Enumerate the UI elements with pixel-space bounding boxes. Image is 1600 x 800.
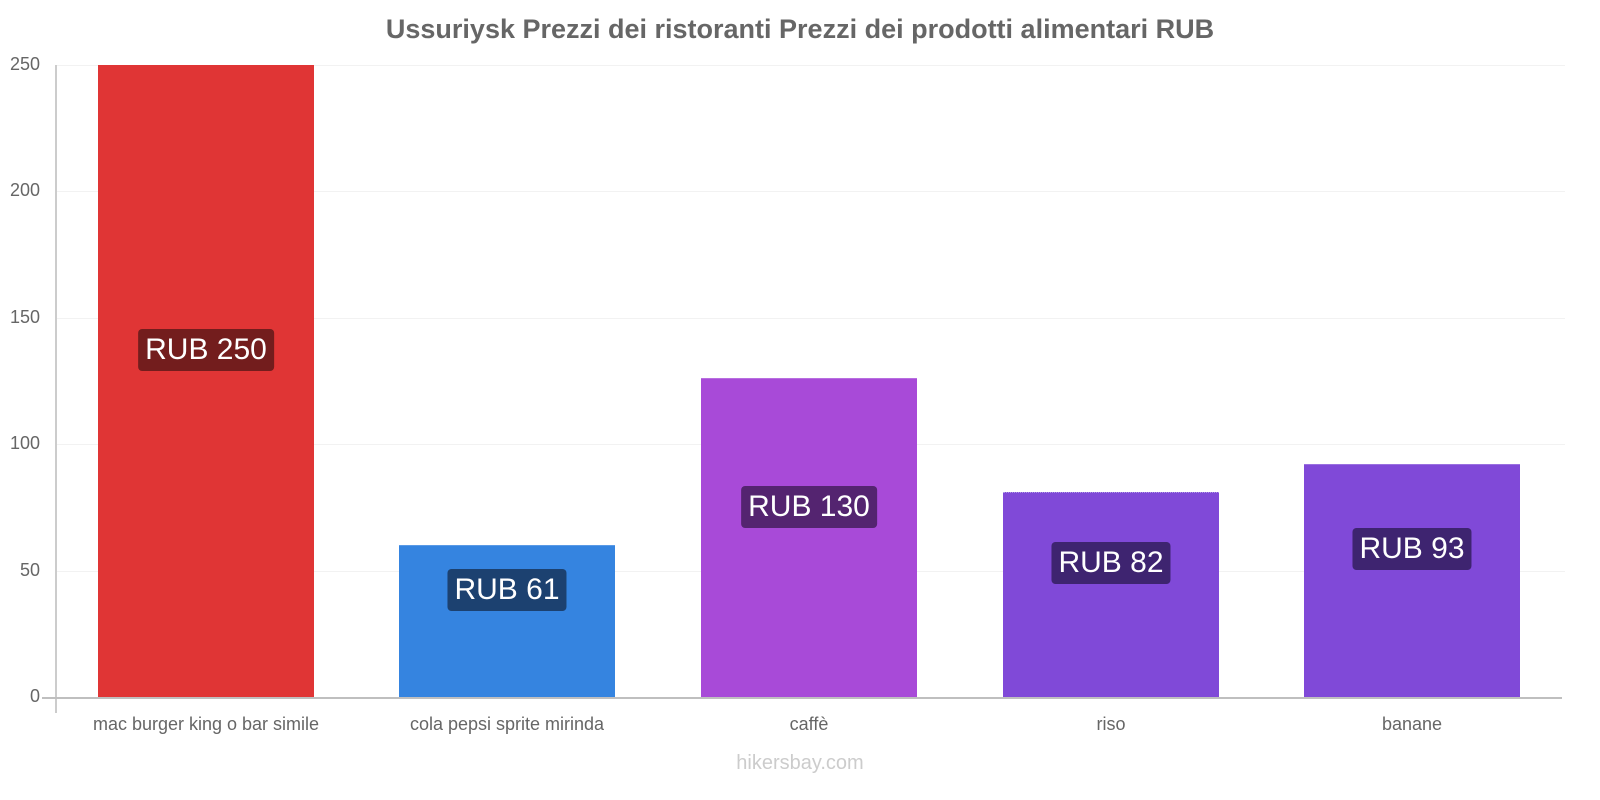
gridline-250 [55, 65, 1565, 66]
x-axis-line [42, 697, 1562, 699]
data-label: RUB 82 [1051, 542, 1171, 584]
gridline-200 [55, 191, 1565, 192]
bar-banane[interactable]: RUB 93 [1304, 464, 1520, 697]
bar-caffe[interactable]: RUB 130 [701, 378, 917, 697]
data-label: RUB 93 [1352, 528, 1472, 570]
data-label: RUB 130 [741, 486, 877, 528]
y-tick-0: 0 [29, 686, 40, 706]
chart-title: Ussuriysk Prezzi dei ristoranti Prezzi d… [385, 14, 1215, 44]
gridline-150 [55, 318, 1565, 319]
data-label: RUB 61 [447, 569, 567, 611]
x-label-caffe: caffè [789, 714, 829, 734]
bar-cola[interactable]: RUB 61 [399, 545, 615, 697]
x-label-cola: cola pepsi sprite mirinda [409, 714, 605, 734]
y-axis-line [55, 65, 57, 713]
y-tick-250: 250 [9, 54, 40, 74]
x-label-mac-burger: mac burger king o bar simile [92, 714, 320, 734]
data-label: RUB 250 [138, 329, 274, 371]
bar-riso[interactable]: RUB 82 [1003, 492, 1219, 697]
x-label-banane: banane [1381, 714, 1443, 734]
bar-mac-burger[interactable]: RUB 250 [98, 65, 314, 697]
x-label-riso: riso [1096, 714, 1126, 734]
y-tick-50: 50 [19, 560, 40, 580]
y-tick-150: 150 [9, 307, 40, 327]
y-tick-100: 100 [9, 433, 40, 453]
y-tick-200: 200 [9, 180, 40, 200]
watermark: hikersbay.com [736, 752, 864, 774]
